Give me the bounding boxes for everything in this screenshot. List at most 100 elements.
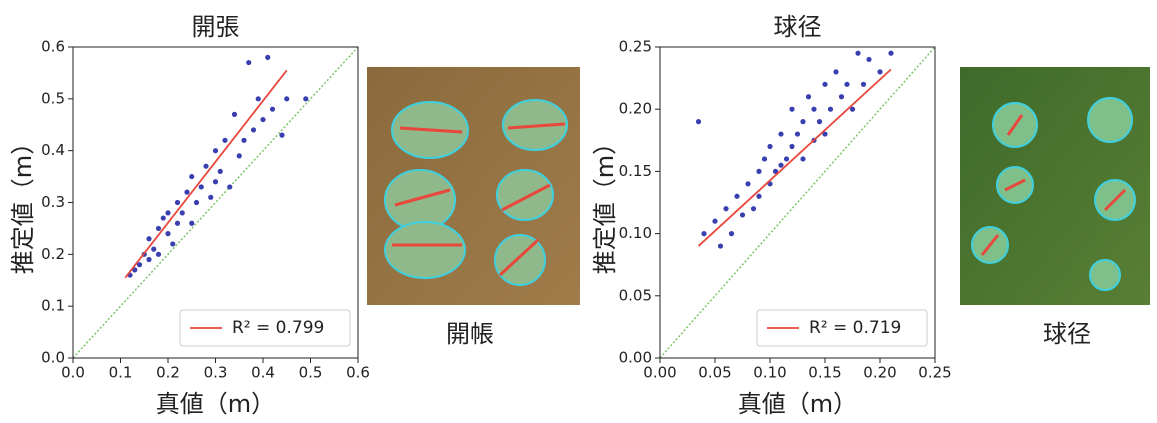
- point: [269, 106, 276, 112]
- y-tick-label: 0.4: [41, 141, 65, 159]
- x-tick-label: 0.4: [251, 364, 275, 382]
- point: [888, 50, 894, 56]
- point: [189, 220, 195, 226]
- x-tick-label: 0.05: [698, 364, 731, 382]
- photo-caption: 球径: [1043, 320, 1091, 348]
- point: [717, 243, 724, 249]
- point: [822, 81, 828, 87]
- photo-diameter: [960, 67, 1150, 305]
- point: [728, 231, 735, 237]
- identity-line: [659, 46, 936, 359]
- point: [236, 153, 242, 159]
- y-axis-label: 推定値（m）: [9, 131, 37, 274]
- point: [756, 168, 762, 174]
- point: [789, 143, 795, 150]
- point: [179, 210, 185, 216]
- point: [146, 236, 152, 242]
- point: [198, 184, 204, 190]
- point: [212, 148, 219, 154]
- point: [723, 206, 729, 212]
- x-tick-label: 0.0: [61, 364, 85, 382]
- point: [217, 168, 223, 174]
- y-tick-label: 0.5: [41, 89, 65, 107]
- x-axis-label: 真値（m）: [156, 390, 275, 418]
- point: [174, 220, 181, 226]
- point: [165, 210, 171, 216]
- plot-frame: [72, 46, 359, 359]
- point: [184, 189, 190, 195]
- y-tick-label: 0.10: [619, 224, 652, 242]
- fit-line: [697, 68, 892, 247]
- point: [805, 94, 812, 100]
- point: [155, 251, 162, 257]
- point: [778, 131, 784, 137]
- y-tick-label: 0.20: [619, 100, 652, 118]
- point: [745, 181, 751, 187]
- point: [155, 225, 162, 232]
- point: [877, 69, 883, 75]
- point: [734, 193, 740, 199]
- point: [833, 69, 839, 75]
- x-tick-label: 0.6: [346, 364, 370, 382]
- point: [146, 256, 152, 263]
- x-tick-label: 0.5: [299, 364, 323, 382]
- point: [767, 143, 773, 150]
- point: [212, 179, 219, 185]
- point: [827, 106, 834, 112]
- point: [303, 96, 309, 102]
- point: [794, 131, 801, 137]
- point: [761, 156, 768, 162]
- point: [866, 56, 872, 63]
- y-tick-label: 0.6: [41, 38, 65, 56]
- legend-label: R² = 0.719: [809, 318, 901, 338]
- legend-label: R² = 0.799: [232, 318, 324, 338]
- point: [231, 111, 238, 117]
- point: [189, 173, 195, 180]
- point: [811, 106, 817, 112]
- y-tick-label: 0.0: [41, 349, 65, 367]
- point: [844, 81, 850, 87]
- point: [208, 194, 214, 200]
- point: [838, 94, 845, 100]
- point: [783, 156, 790, 162]
- point: [260, 116, 266, 123]
- point: [174, 199, 181, 206]
- point: [246, 59, 252, 66]
- photo-caption: 開帳: [446, 320, 494, 348]
- point: [860, 81, 867, 87]
- x-tick-label: 0.15: [808, 364, 841, 382]
- chart-title: 球径: [774, 13, 822, 41]
- point: [800, 119, 806, 125]
- x-tick-label: 0.3: [204, 364, 228, 382]
- point: [789, 106, 795, 112]
- chart-title: 開張: [192, 13, 240, 41]
- point: [800, 156, 806, 162]
- x-axis-label: 真値（m）: [738, 390, 857, 418]
- point: [222, 137, 228, 143]
- x-tick-label: 0.2: [156, 364, 180, 382]
- y-tick-label: 0.05: [619, 286, 652, 304]
- point: [241, 137, 247, 143]
- point: [772, 168, 779, 174]
- fit-line: [124, 69, 288, 279]
- x-tick-label: 0.10: [753, 364, 786, 382]
- point: [165, 231, 171, 237]
- point: [855, 50, 861, 56]
- point: [822, 131, 828, 137]
- y-tick-label: 0.00: [619, 349, 652, 367]
- y-tick-label: 0.15: [619, 162, 652, 180]
- x-tick-label: 0.20: [863, 364, 896, 382]
- point: [816, 119, 823, 125]
- point: [160, 215, 166, 221]
- legend-box: [179, 309, 351, 347]
- plot-frame: [659, 46, 936, 359]
- point: [136, 262, 143, 268]
- point: [701, 231, 707, 237]
- point: [193, 199, 200, 206]
- point: [778, 162, 784, 168]
- point: [203, 163, 209, 169]
- point: [849, 106, 856, 112]
- point: [279, 132, 285, 138]
- point: [712, 218, 718, 224]
